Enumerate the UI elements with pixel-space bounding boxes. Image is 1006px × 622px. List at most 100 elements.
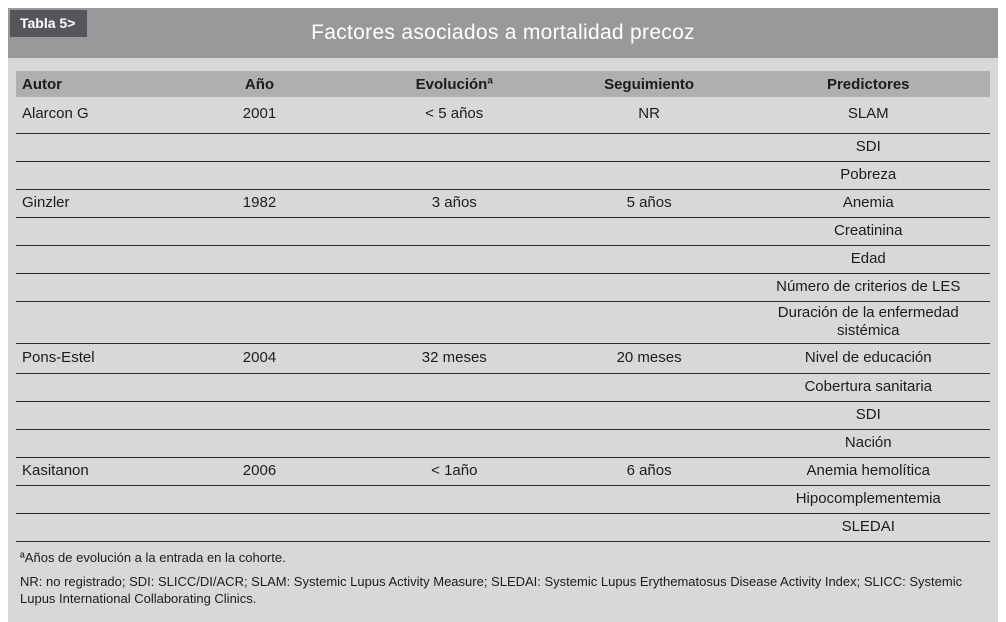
cell-evolucion: 3 años (431, 193, 477, 211)
data-table: Autor Año Evoluciónª Seguimiento Predict… (16, 71, 990, 542)
cell-autor (16, 402, 162, 430)
cell-seguimiento: 5 años (626, 193, 672, 211)
cell-evolucion (357, 161, 552, 189)
table-panel: Autor Año Evoluciónª Seguimiento Predict… (8, 58, 998, 622)
cell-evolucion (357, 430, 552, 458)
cell-predictor: Nación (844, 434, 892, 452)
cell-autor (16, 301, 162, 344)
cell-seguimiento (552, 430, 747, 458)
cell-predictor: Creatinina (834, 221, 903, 239)
cell-seguimiento (552, 217, 747, 245)
cell-ano: 1982 (242, 193, 277, 211)
cell-ano (162, 430, 357, 458)
cell-predictor: SLAM (847, 105, 889, 123)
column-header-evolucion: Evoluciónª (356, 71, 552, 97)
cell-autor (16, 486, 162, 514)
table-row: Alarcon G 2001 < 5 años NR SLAM (16, 97, 990, 133)
table-row: Número de criterios de LES (16, 273, 990, 301)
cell-evolucion (357, 217, 552, 245)
cell-seguimiento (552, 301, 747, 344)
cell-ano (162, 273, 357, 301)
cell-autor (16, 217, 162, 245)
cell-ano (162, 133, 357, 161)
table-row: Hipocomplementemia (16, 486, 990, 514)
table-title: Factores asociados a mortalidad precoz (311, 21, 695, 44)
cell-seguimiento (552, 486, 747, 514)
cell-autor (16, 245, 162, 273)
cell-seguimiento: 6 años (626, 462, 672, 480)
table-row: Edad (16, 245, 990, 273)
cell-seguimiento (552, 402, 747, 430)
cell-evolucion: < 5 años (425, 105, 484, 123)
cell-autor: Kasitanon (22, 462, 89, 480)
cell-evolucion: 32 meses (421, 349, 487, 367)
cell-evolucion (357, 133, 552, 161)
cell-predictor: Duración de la enfermedad sistémica (777, 303, 959, 340)
cell-predictor: Cobertura sanitaria (804, 378, 933, 396)
table-row: SDI (16, 402, 990, 430)
table-row: Ginzler 1982 3 años 5 años Anemia (16, 189, 990, 217)
cell-ano: 2006 (242, 462, 277, 480)
cell-predictor: SLEDAI (841, 518, 895, 536)
cell-evolucion (357, 402, 552, 430)
table-title-bar: Tabla 5> Factores asociados a mortalidad… (8, 8, 998, 58)
footnote-evolucion: ªAños de evolución a la entrada en la co… (20, 550, 286, 565)
column-header-predictores: Predictores (746, 71, 990, 97)
table-row: Creatinina (16, 217, 990, 245)
table-row: Kasitanon 2006 < 1año 6 años Anemia hemo… (16, 458, 990, 486)
cell-ano (162, 245, 357, 273)
cell-evolucion (357, 245, 552, 273)
cell-autor: Alarcon G (22, 105, 89, 123)
cell-predictor: Edad (850, 249, 886, 267)
cell-predictor: SDI (855, 406, 881, 424)
cell-autor (16, 430, 162, 458)
cell-ano (162, 301, 357, 344)
column-header-autor: Autor (16, 71, 163, 97)
header-row: Autor Año Evoluciónª Seguimiento Predict… (16, 71, 990, 97)
cell-predictor: Nivel de educación (804, 349, 932, 367)
cell-ano: 2001 (242, 105, 277, 123)
cell-predictor: Número de criterios de LES (776, 277, 961, 295)
cell-ano: 2004 (242, 349, 277, 367)
cell-autor (16, 374, 162, 402)
cell-seguimiento: 20 meses (616, 349, 682, 367)
cell-seguimiento (552, 374, 747, 402)
cell-autor (16, 161, 162, 189)
cell-predictor: SDI (855, 137, 881, 155)
cell-predictor: Hipocomplementemia (795, 490, 941, 508)
cell-autor: Pons-Estel (22, 349, 95, 367)
cell-predictor: Anemia hemolítica (806, 462, 930, 480)
table-row: Nación (16, 430, 990, 458)
cell-autor (16, 133, 162, 161)
badge-label: Tabla 5> (20, 15, 76, 31)
cell-seguimiento (552, 273, 747, 301)
cell-ano (162, 374, 357, 402)
footnotes: ªAños de evolución a la entrada en la co… (16, 550, 990, 608)
cell-seguimiento: NR (638, 105, 660, 123)
cell-seguimiento (552, 161, 747, 189)
table-row: Cobertura sanitaria (16, 374, 990, 402)
cell-seguimiento (552, 514, 747, 542)
table-row: SDI (16, 133, 990, 161)
footnote-abbreviations: NR: no registrado; SDI: SLICC/DI/ACR; SL… (20, 573, 963, 606)
table-number-badge: Tabla 5> (10, 10, 88, 37)
cell-ano (162, 161, 357, 189)
cell-predictor: Anemia (842, 193, 894, 211)
table-body: Alarcon G 2001 < 5 años NR SLAM SDI Pobr… (16, 97, 990, 542)
cell-autor: Ginzler (22, 193, 70, 211)
column-header-seguimiento: Seguimiento (551, 71, 747, 97)
table-row: Pobreza (16, 161, 990, 189)
cell-ano (162, 402, 357, 430)
cell-evolucion (357, 301, 552, 344)
column-header-ano: Año (162, 71, 357, 97)
table-row: SLEDAI (16, 514, 990, 542)
cell-evolucion (357, 374, 552, 402)
cell-seguimiento (552, 133, 747, 161)
cell-ano (162, 486, 357, 514)
cell-ano (162, 217, 357, 245)
cell-autor (16, 273, 162, 301)
cell-evolucion (357, 486, 552, 514)
cell-autor (16, 514, 162, 542)
table-row: Duración de la enfermedad sistémica (16, 301, 990, 344)
